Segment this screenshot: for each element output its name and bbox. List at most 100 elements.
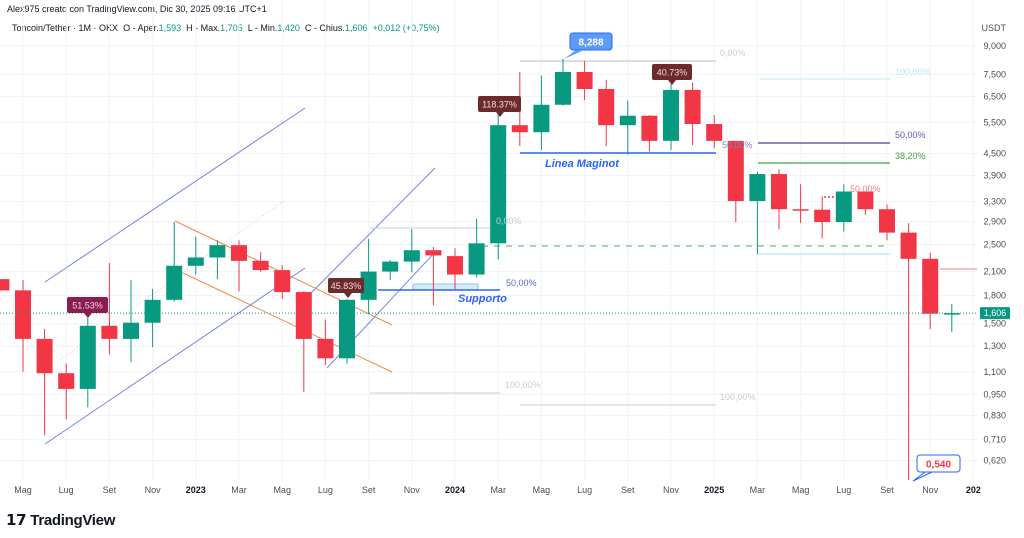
x-tick-label: Nov [663,485,680,495]
x-tick-label: Set [103,485,117,495]
candle[interactable] [706,115,723,149]
candle-body [447,256,463,275]
candle[interactable] [274,265,291,299]
pct-badge-45[interactable]: 45.83% [328,278,364,298]
close-value: 1,606 [344,23,368,33]
candle[interactable] [943,303,960,333]
y-tick-label: 0,710 [983,435,1006,445]
candle[interactable] [209,240,226,280]
candle[interactable] [727,140,744,223]
candle-body [706,124,723,141]
candle[interactable] [231,240,247,292]
x-tick-label: Nov [404,485,421,495]
y-tick-label: 1,300 [983,341,1006,351]
candle[interactable] [619,100,636,155]
tradingview-logo[interactable]: 𝟭𝟳 TradingView [6,511,116,530]
y-tick-label: 0,620 [983,456,1006,466]
y-tick-label: 6,500 [983,91,1006,101]
candle[interactable] [900,223,917,480]
ath-callout[interactable]: 8,288 [564,32,613,59]
fib-left-50-label: 50,00% [722,140,753,150]
candle[interactable] [555,58,571,106]
candle[interactable] [533,75,550,151]
down-channel-lower-line[interactable] [182,272,393,373]
candle[interactable] [922,252,939,329]
svg-text:8,288: 8,288 [578,38,603,49]
candle[interactable] [598,79,615,147]
x-tick-label: 2024 [445,485,465,495]
candle-body [209,245,226,258]
candle[interactable] [339,298,355,364]
candle[interactable] [749,171,766,255]
candle-body [360,271,377,300]
candle[interactable] [663,83,679,151]
candle[interactable] [317,319,334,365]
candle[interactable] [425,247,442,306]
candle[interactable] [101,262,118,355]
candle-body [166,265,183,300]
candle[interactable] [0,279,10,291]
y-tick-label: 2,900 [983,217,1006,227]
candle[interactable] [835,184,852,232]
x-tick-label: Nov [145,485,162,495]
x-tick-label: Lug [577,485,592,495]
symbol-label[interactable]: Toncoin/Tether · 1M · OKX [12,23,119,33]
axis-unit: USDT [982,23,1007,33]
channel-upper-line[interactable] [44,107,306,283]
candle-body [598,88,615,126]
candle[interactable] [468,218,485,278]
candle[interactable] [857,191,874,215]
candle[interactable] [144,288,161,348]
svg-text:0,540: 0,540 [926,460,951,471]
candle[interactable] [295,291,312,393]
x-tick-label: Nov [922,485,939,495]
candle[interactable] [79,317,96,408]
candle-body [79,325,96,389]
candle[interactable] [771,169,787,230]
candle[interactable] [382,260,399,280]
candle[interactable] [403,229,420,273]
pct-badge-118[interactable]: 118.37% [478,96,521,117]
grid [0,0,977,480]
svg-text:51.53%: 51.53% [72,301,103,311]
candle[interactable] [187,236,204,275]
candle-body [252,260,269,271]
candle[interactable] [252,252,269,272]
candle[interactable] [490,114,507,260]
drawings [44,60,977,445]
candlestick-chart[interactable]: 0,00% 0,00% 100,00% 100,00% 50,00% 100,0… [0,0,1024,500]
y-tick-label: 4,500 [983,148,1006,158]
candle[interactable] [123,279,139,363]
brand-name: TradingView [30,511,116,529]
candle[interactable] [792,184,809,224]
candle[interactable] [166,222,183,302]
candle-body [663,89,679,141]
candle[interactable] [360,239,377,314]
candle-body [533,104,550,133]
candle[interactable] [36,328,53,436]
candle[interactable] [58,363,75,420]
candle[interactable] [641,115,658,152]
candle[interactable] [15,279,31,372]
candle-body [749,174,766,202]
candle-body [468,243,485,275]
candle-body [144,299,161,323]
time-axis: Mag Lug Set Nov 2023 Mar Mag Lug Set Nov 2024 Mar Ma… [14,485,981,495]
pct-badge-40[interactable]: 40.73% [652,64,692,85]
pct-badge-51[interactable]: 51.53% [67,297,108,318]
candle[interactable] [576,61,593,101]
low-callout[interactable]: 0,540 [912,454,961,482]
candle[interactable] [447,248,463,291]
open-value: 1,593 [158,23,182,33]
high-label: H - Max. [186,23,221,33]
support-zone[interactable] [412,283,479,291]
channel-lower-line[interactable] [44,267,306,445]
last-price-tag: 1,606 [980,307,1010,320]
chart-credit: Alex975 creato con TradingView.com, Dic … [7,4,267,14]
candle[interactable] [879,204,895,241]
candle[interactable] [684,82,701,146]
steep-channel-upper-line[interactable] [311,167,436,293]
candle-body [101,325,118,339]
candle-body [900,232,917,259]
candle[interactable] [814,196,831,239]
